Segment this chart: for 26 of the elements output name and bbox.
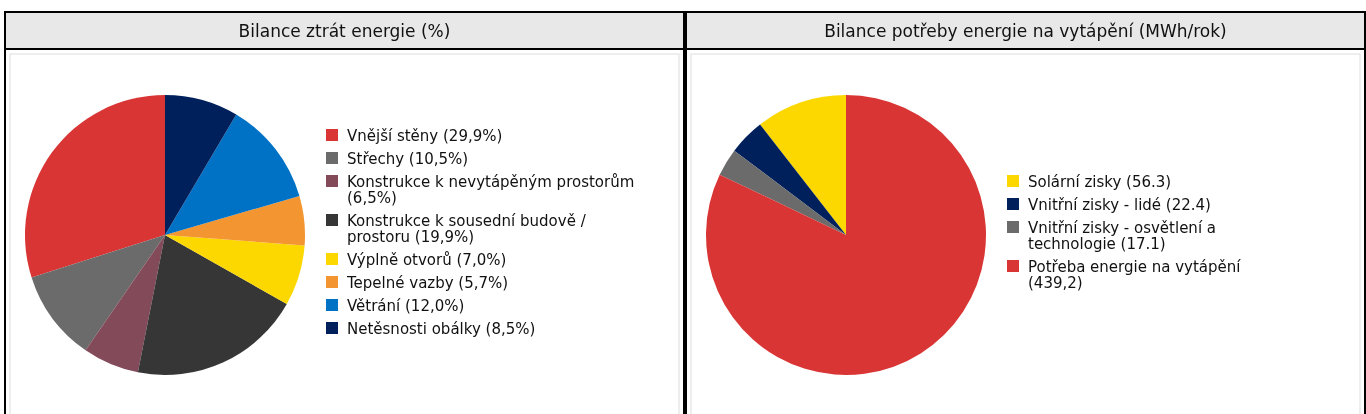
legend-label: Potřeba energie na vytápění (439,2)	[1028, 258, 1242, 292]
legend-label: Vnitřní zisky - lidé (22.4)	[1028, 196, 1211, 214]
legend-label: Výplně otvorů (7,0%)	[347, 251, 507, 269]
legend-label: Solární zisky (56.3)	[1028, 173, 1172, 191]
pie-slice	[706, 95, 986, 375]
legend-label: Konstrukce k sousední budově / prostoru (19,9%)	[347, 212, 587, 246]
pie-slice	[31, 235, 165, 351]
pie-slice	[25, 95, 165, 278]
pie-slice	[165, 95, 237, 235]
pie-slice	[165, 195, 305, 246]
pie-slice	[165, 114, 300, 235]
legend-label: Větrání (12,0%)	[347, 297, 465, 315]
legend-label: Tepelné vazby (5,7%)	[346, 274, 509, 292]
legend-label: Vnitřní zisky - osvětlení a technologie (17.1)	[1028, 219, 1217, 253]
pie-slice	[165, 235, 305, 304]
pie-slice	[85, 235, 165, 373]
pie-slice	[734, 124, 846, 235]
pie-slice	[137, 235, 287, 375]
chart-title: Bilance potřeby energie na vytápění (MWh/rok)	[824, 21, 1227, 41]
chart-title: Bilance ztrát energie (%)	[238, 21, 451, 41]
legend-label: Vnější stěny (29,9%)	[347, 127, 503, 145]
legend-label: Střechy (10,5%)	[347, 150, 469, 168]
pie-slice	[760, 95, 846, 235]
legend-label: Netěsnosti obálky (8,5%)	[347, 320, 536, 338]
pie-slice	[719, 150, 846, 235]
legend-label: Konstrukce k nevytápěným prostorům (6,5%)	[347, 173, 635, 207]
